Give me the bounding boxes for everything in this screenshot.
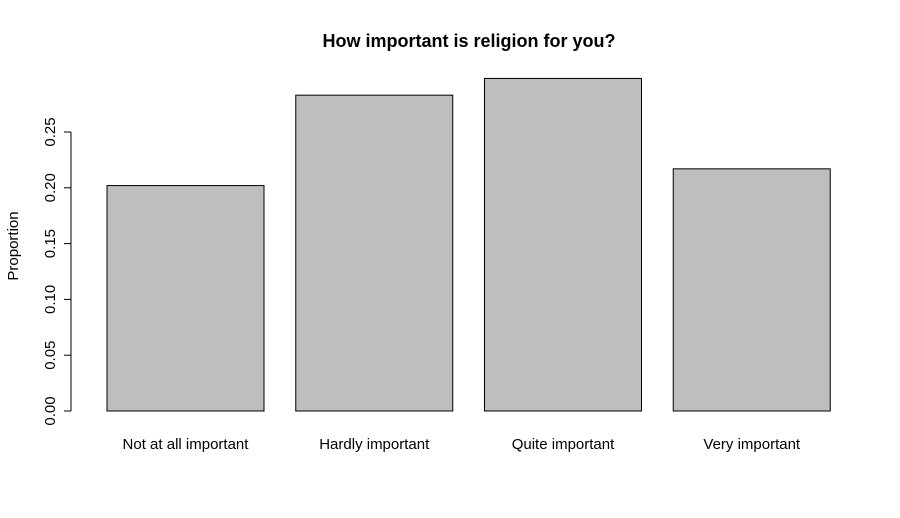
x-axis-labels: Not at all important Hardly important Quit… [123,436,801,453]
y-tick-label-5: 0.25 [42,117,59,146]
bar-1 [295,94,454,412]
chart-title: How important is religion for you? [322,31,615,51]
x-tick-label-0: Not at all important [123,436,250,453]
y-axis-label: Proportion [5,211,22,280]
x-tick-label-3: Very important [703,436,801,453]
bars-layer [106,77,831,412]
bar-2 [484,77,642,412]
y-tick-label-3: 0.15 [42,229,59,258]
bar-0 [106,185,265,412]
y-tick-label-1: 0.05 [42,341,59,370]
y-tick-label-2: 0.10 [42,285,59,314]
y-tick-label-4: 0.20 [42,173,59,202]
x-tick-label-2: Quite important [512,436,615,453]
y-axis: 0.00 0.05 0.10 0.15 0.20 0.25 [42,117,72,426]
x-tick-label-1: Hardly important [319,436,430,453]
bar-3 [672,168,831,412]
y-tick-label-0: 0.00 [42,396,59,425]
